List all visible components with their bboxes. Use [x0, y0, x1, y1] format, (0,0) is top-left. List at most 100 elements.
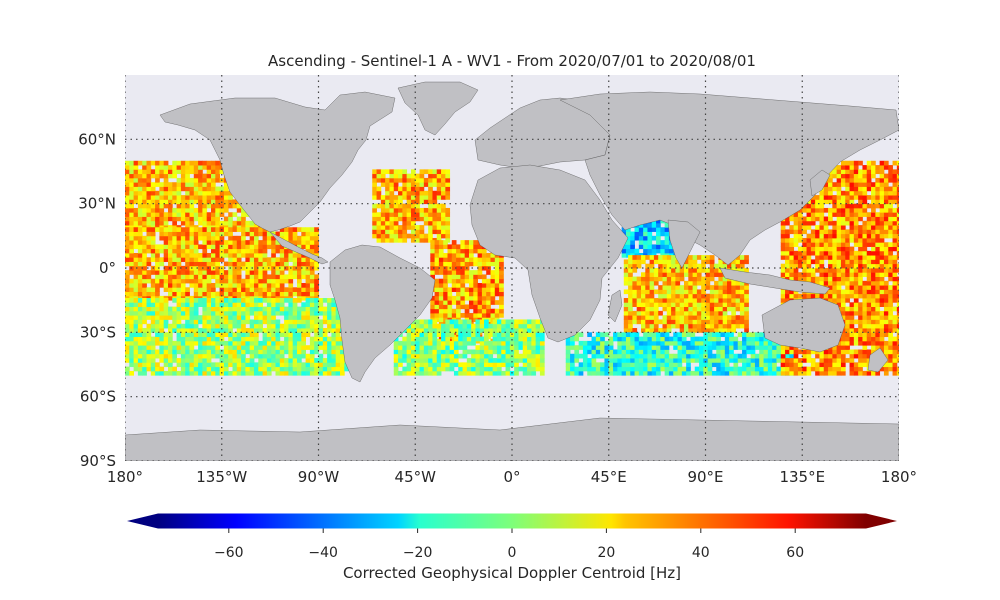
heatmap-cell — [232, 302, 238, 307]
heatmap-cell — [531, 358, 537, 363]
heatmap-cell — [623, 306, 629, 312]
heatmap-cell — [490, 274, 496, 280]
heatmap-cell — [402, 207, 408, 213]
heatmap-cell — [133, 160, 139, 166]
heatmap-cell — [731, 259, 736, 265]
heatmap-cell — [385, 207, 390, 213]
heatmap-cell — [137, 212, 143, 217]
heatmap-cell — [486, 300, 491, 305]
heatmap-cell — [458, 370, 463, 376]
heatmap-cell — [527, 349, 532, 355]
heatmap-cell — [836, 345, 842, 350]
heatmap-cell — [398, 177, 403, 183]
heatmap-cell — [617, 336, 623, 342]
heatmap-cell — [228, 195, 233, 200]
heatmap-cell — [423, 332, 429, 338]
heatmap-cell — [129, 328, 134, 333]
heatmap-cell — [505, 340, 511, 346]
heatmap-cell — [142, 310, 147, 316]
heatmap-cell — [692, 310, 698, 316]
heatmap-cell — [236, 278, 242, 284]
heatmap-cell — [438, 240, 444, 245]
heatmap-cell — [402, 216, 408, 222]
heatmap-cell — [729, 332, 734, 338]
heatmap-cell — [733, 345, 739, 350]
heatmap-cell — [731, 298, 736, 303]
heatmap-cell — [180, 291, 186, 297]
heatmap-cell — [686, 366, 691, 372]
heatmap-cell — [254, 353, 259, 359]
heatmap-cell — [623, 328, 629, 333]
heatmap-cell — [372, 207, 377, 213]
heatmap-cell — [477, 283, 483, 288]
heatmap-cell — [600, 336, 605, 342]
heatmap-cell — [490, 252, 496, 258]
heatmap-cell — [647, 370, 653, 376]
heatmap-cell — [219, 212, 225, 217]
heatmap-cell — [479, 370, 485, 376]
heatmap-cell — [193, 283, 199, 288]
heatmap-cell — [193, 261, 199, 267]
heatmap-cell — [671, 319, 676, 325]
heatmap-cell — [202, 366, 208, 372]
heatmap-cell — [202, 212, 208, 217]
heatmap-cell — [836, 255, 842, 260]
heatmap-cell — [245, 328, 251, 333]
heatmap-cell — [232, 319, 238, 325]
heatmap-cell — [840, 160, 846, 166]
heatmap-cell — [432, 216, 438, 222]
heatmap-cell — [677, 370, 683, 376]
heatmap-cell — [638, 244, 644, 250]
heatmap-cell — [486, 283, 491, 288]
heatmap-cell — [625, 340, 631, 346]
heatmap-cell — [185, 220, 190, 226]
heatmap-cell — [142, 195, 147, 200]
heatmap-cell — [410, 332, 416, 338]
heatmap-cell — [840, 165, 846, 170]
heatmap-cell — [746, 349, 752, 355]
heatmap-cell — [133, 195, 139, 200]
heatmap-cell — [301, 265, 306, 271]
heatmap-cell — [385, 225, 390, 230]
heatmap-cell — [806, 272, 812, 277]
heatmap-cell — [447, 287, 453, 292]
heatmap-cell — [180, 345, 186, 350]
heatmap-cell — [419, 328, 425, 333]
heatmap-cell — [236, 248, 242, 254]
heatmap-cell — [832, 366, 838, 372]
heatmap-cell — [372, 173, 377, 179]
heatmap-cell — [206, 212, 212, 217]
heatmap-cell — [309, 235, 315, 241]
heatmap-cell — [649, 293, 655, 299]
heatmap-cell — [262, 240, 268, 245]
heatmap-cell — [707, 340, 713, 346]
heatmap-cell — [180, 302, 186, 307]
heatmap-cell — [451, 248, 457, 254]
heatmap-cell — [236, 353, 242, 359]
heatmap-cell — [389, 182, 395, 187]
heatmap-cell — [232, 345, 238, 350]
heatmap-cell — [223, 252, 229, 258]
heatmap-cell — [236, 207, 242, 213]
heatmap-cell — [428, 345, 433, 350]
heatmap-cell — [464, 291, 470, 297]
heatmap-cell — [845, 272, 850, 277]
heatmap-cell — [159, 261, 165, 267]
heatmap-cell — [125, 340, 130, 346]
heatmap-cell — [415, 323, 420, 329]
heatmap-cell — [810, 212, 816, 217]
heatmap-cell — [810, 207, 816, 213]
heatmap-cell — [718, 280, 724, 286]
heatmap-cell — [443, 304, 448, 310]
heatmap-cell — [641, 319, 646, 325]
heatmap-cell — [142, 306, 147, 312]
heatmap-cell — [632, 293, 638, 299]
heatmap-cell — [241, 340, 246, 346]
heatmap-cell — [662, 328, 668, 333]
heatmap-cell — [262, 252, 268, 258]
heatmap-cell — [309, 244, 315, 250]
heatmap-cell — [628, 263, 633, 269]
heatmap-cell — [322, 315, 328, 320]
heatmap-cell — [125, 207, 130, 213]
heatmap-cell — [621, 366, 627, 372]
